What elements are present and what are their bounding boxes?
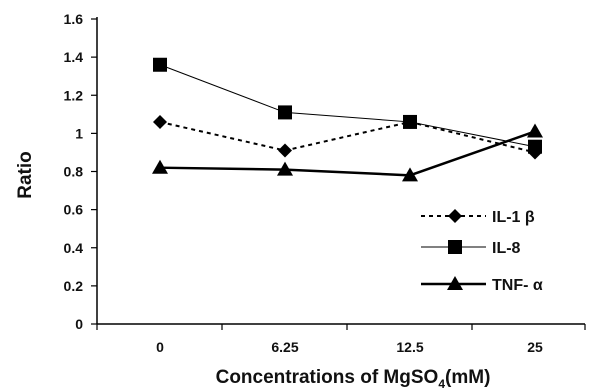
y-tick-label: 0.2 [64, 278, 84, 294]
data-point-square [153, 57, 167, 72]
y-axis-label: Ratio [15, 151, 36, 199]
y-axis-ticks: 0 0.2 0.4 0.6 0.8 1 1.2 1.4 1.6 [64, 11, 97, 332]
legend-label: IL-1 β [492, 209, 535, 226]
legend-marker-diamond [448, 209, 462, 223]
series-line-0 [159, 120, 536, 154]
data-point-triangle [402, 167, 418, 182]
series-group [152, 57, 543, 182]
data-point-triangle [277, 161, 293, 176]
x-axis-label-subscript: 4 [438, 377, 445, 391]
x-axis-ticks: 0 6.25 12.5 25 [96, 324, 586, 355]
data-point-diamond [278, 143, 292, 158]
x-axis-label-main: Concentrations of MgSO [216, 367, 439, 388]
data-point-triangle [152, 159, 168, 174]
legend-marker-square [448, 240, 462, 254]
data-point-square [403, 114, 417, 129]
x-tick-label: 25 [527, 339, 543, 355]
y-tick-label: 1.4 [64, 49, 84, 65]
legend-label: IL-8 [492, 240, 521, 257]
legend-label: TNF- α [492, 277, 543, 294]
y-tick-label: 1.2 [64, 87, 84, 103]
y-tick-label: 0.8 [64, 164, 84, 180]
y-tick-label: 1 [75, 125, 83, 141]
data-point-square [528, 139, 542, 154]
legend-marker-triangle [447, 276, 463, 290]
x-axis-label-suffix: (mM) [445, 367, 490, 388]
y-tick-label: 0 [75, 316, 83, 332]
data-point-triangle [527, 123, 543, 138]
x-axis-label: Concentrations of MgSO4(mM) [216, 367, 491, 391]
legend: IL-1 β IL-8 TNF- α [421, 209, 543, 294]
axes [96, 17, 585, 325]
x-tick-label: 0 [156, 339, 164, 355]
x-tick-label: 6.25 [271, 339, 298, 355]
series-line-1 [159, 64, 536, 148]
x-tick-label: 12.5 [396, 339, 423, 355]
y-tick-label: 1.6 [64, 11, 84, 27]
series-line-2 [159, 130, 536, 177]
data-point-diamond [153, 114, 167, 129]
data-point-square [278, 105, 292, 120]
y-tick-label: 0.6 [64, 202, 84, 218]
y-tick-label: 0.4 [64, 240, 84, 256]
